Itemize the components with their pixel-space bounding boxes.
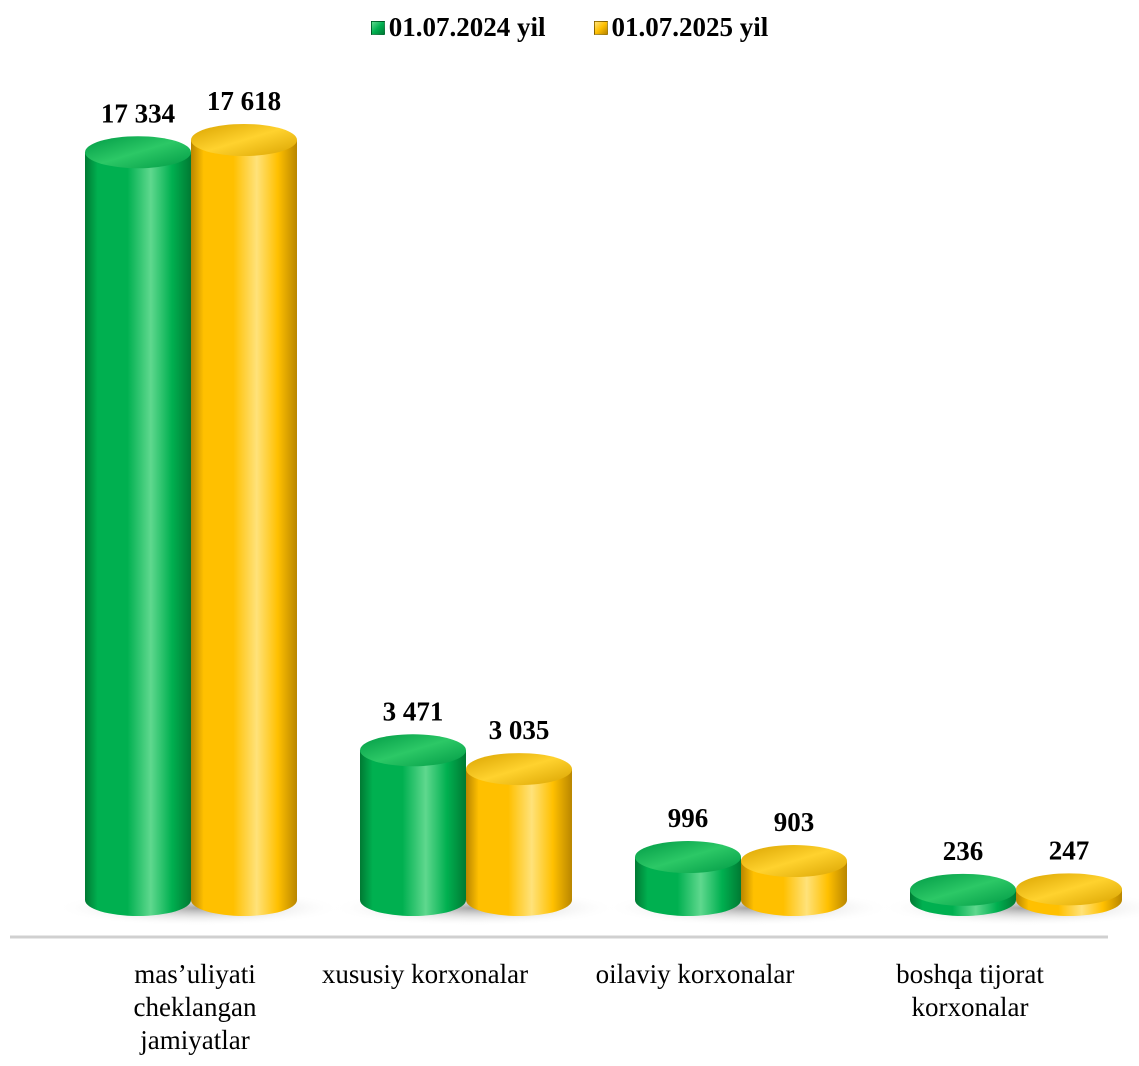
bar-2024-2 — [635, 841, 741, 916]
bar-body — [360, 750, 466, 916]
bar-top-cap — [85, 136, 191, 169]
legend-label-series-2: 01.07.2025 yil — [611, 12, 769, 42]
bar-body — [466, 769, 572, 916]
bar-top-cap — [1016, 873, 1122, 906]
bar-2024-0 — [85, 136, 191, 917]
legend: 01.07.2024 yil 01.07.2025 yil — [0, 12, 1139, 43]
bar-top-cap — [191, 124, 297, 156]
category-label-other-commercial: boshqa tijorat korxonalar — [896, 959, 1044, 1022]
value-label-2025-2: 903 — [774, 807, 815, 837]
bar-body — [85, 152, 191, 917]
bar-2025-2 — [741, 845, 847, 916]
value-label-2025-1: 3 035 — [489, 715, 550, 745]
value-label-2024-2: 996 — [668, 803, 709, 833]
value-label-2024-0: 17 334 — [101, 98, 175, 128]
bar-top-cap — [466, 753, 572, 786]
bar-2025-1 — [466, 753, 572, 916]
value-label-2024-3: 236 — [943, 836, 984, 866]
bar-2025-0 — [191, 124, 297, 916]
value-label-2025-0: 17 618 — [207, 86, 281, 116]
category-label-private-enterprises: xususiy korxonalar — [321, 959, 529, 989]
legend-item-series-2: 01.07.2025 yil — [593, 12, 769, 43]
legend-item-series-1: 01.07.2024 yil — [370, 12, 546, 43]
legend-label-series-1: 01.07.2024 yil — [388, 12, 546, 42]
bar-top-cap — [360, 734, 466, 767]
bar-2024-3 — [910, 873, 1016, 916]
bar-body — [635, 857, 741, 916]
category-label-family-enterprises: oilaviy korxonalar — [595, 959, 795, 989]
bars — [85, 124, 1122, 917]
legend-swatch-series-1 — [370, 20, 385, 35]
legend-swatch-series-2 — [593, 20, 608, 35]
value-label-2024-1: 3 471 — [383, 696, 444, 726]
bar-top-cap — [741, 845, 847, 878]
bar-top-cap — [910, 873, 1016, 906]
data-labels: 17 334 17 618 3 471 3 035 996 903 236 247 — [101, 86, 1089, 866]
bar-top-cap — [635, 841, 741, 874]
bar-body — [191, 140, 297, 916]
category-label-llc: mas’uliyati cheklangan jamiyatlar — [133, 959, 257, 1055]
bar-2025-3 — [1016, 873, 1122, 916]
bar-2024-1 — [360, 734, 466, 916]
value-label-2025-3: 247 — [1049, 835, 1090, 865]
